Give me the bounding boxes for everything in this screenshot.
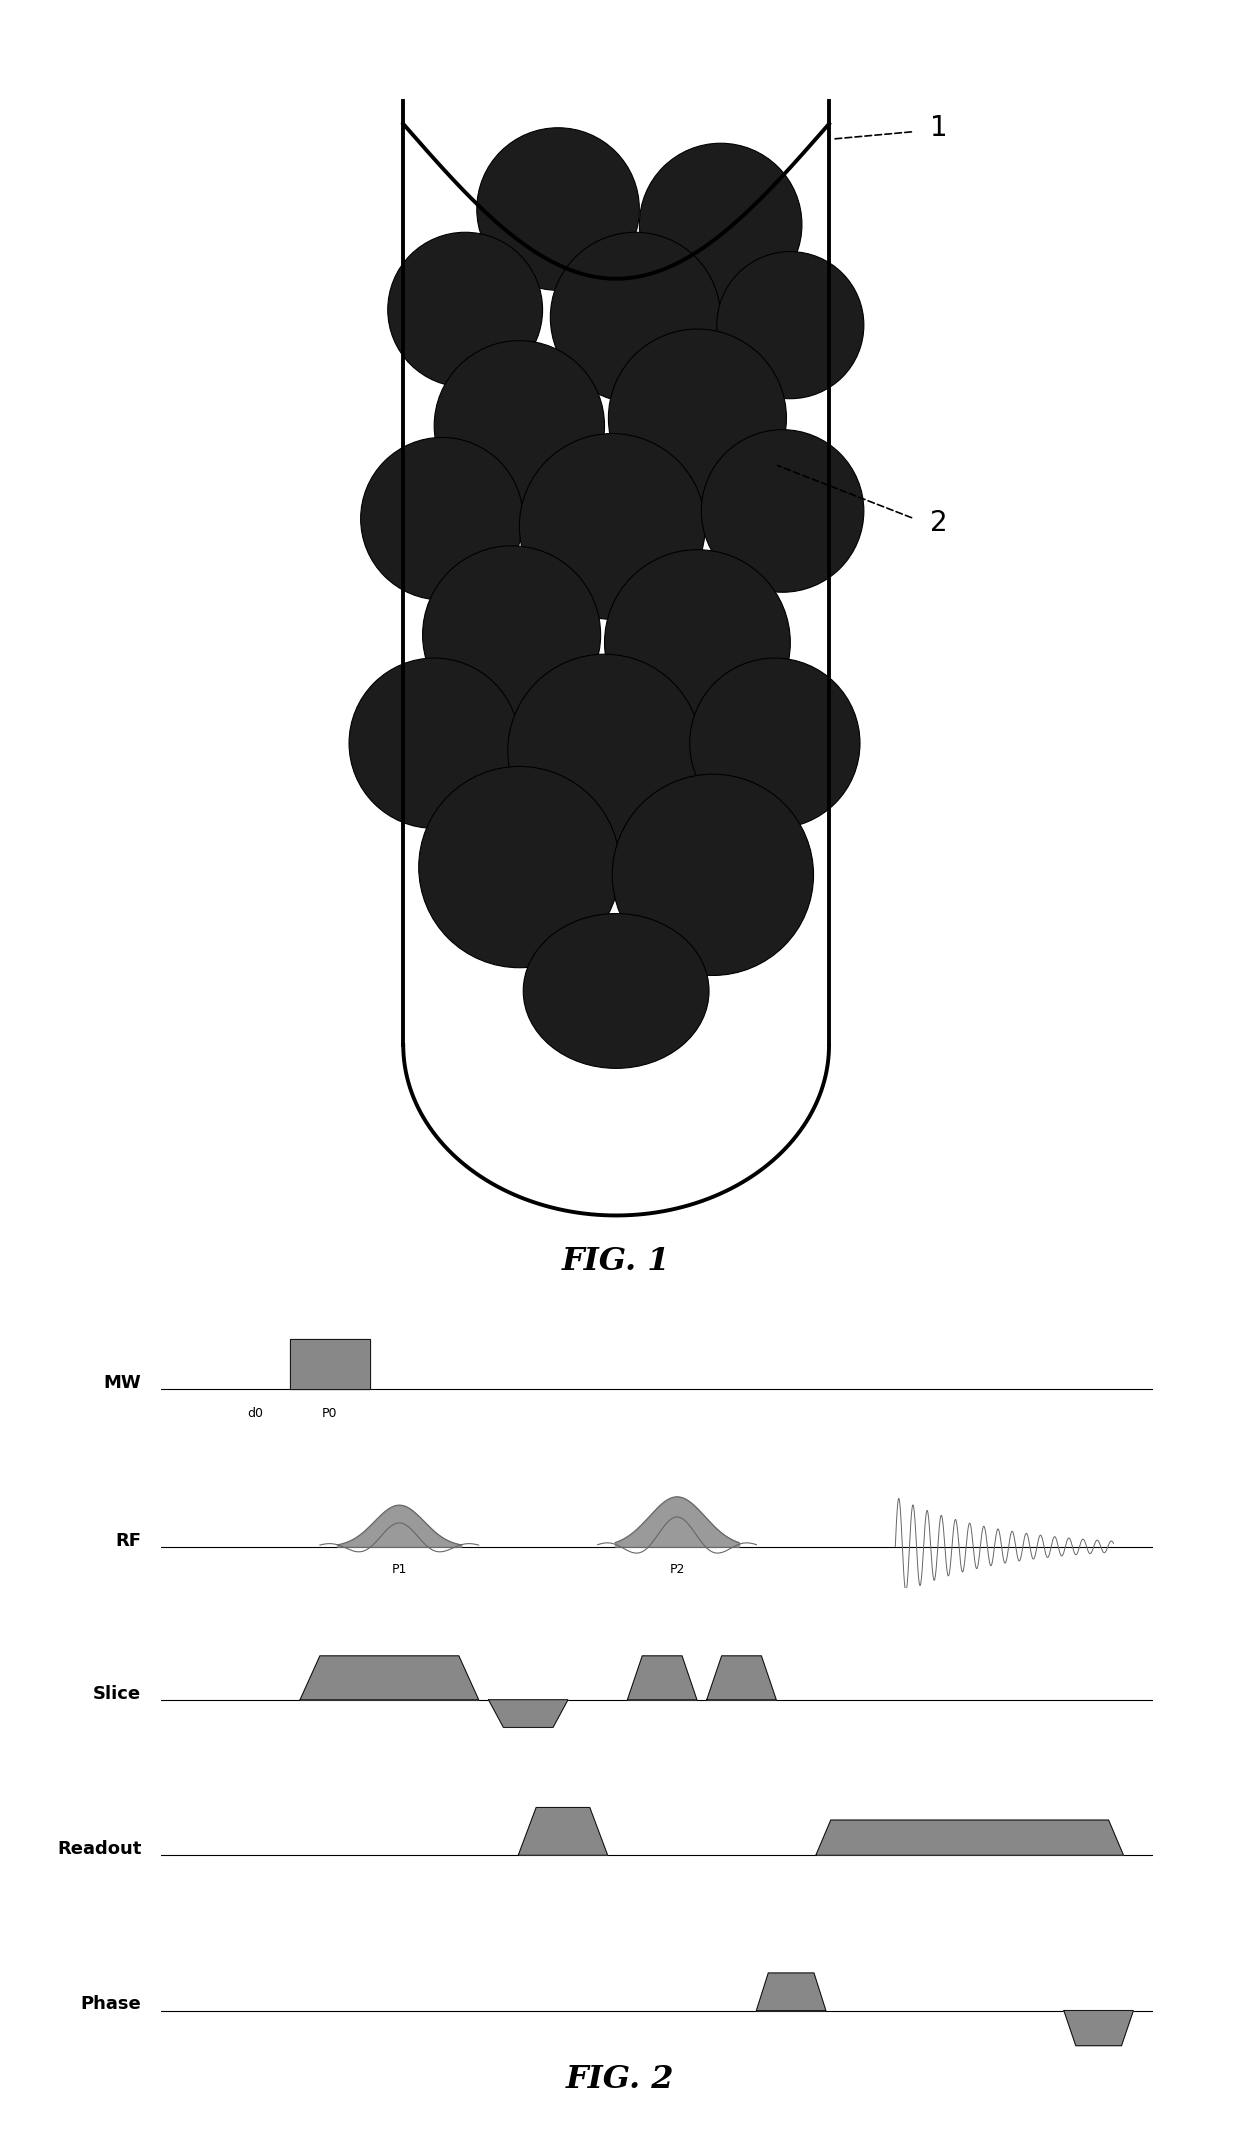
Polygon shape	[627, 1656, 697, 1699]
Ellipse shape	[476, 128, 640, 290]
Ellipse shape	[640, 143, 802, 307]
Text: 1: 1	[930, 113, 947, 143]
Text: MW: MW	[104, 1373, 141, 1392]
Ellipse shape	[523, 913, 709, 1069]
Polygon shape	[489, 1699, 568, 1727]
Ellipse shape	[689, 658, 861, 828]
Text: FIG. 2: FIG. 2	[565, 2063, 675, 2095]
Text: 2: 2	[930, 509, 947, 537]
Polygon shape	[290, 1339, 370, 1388]
Ellipse shape	[507, 654, 702, 847]
Text: Slice: Slice	[93, 1684, 141, 1703]
Ellipse shape	[423, 545, 600, 724]
Text: P0: P0	[322, 1407, 337, 1420]
Ellipse shape	[388, 232, 543, 387]
Ellipse shape	[434, 341, 605, 511]
Polygon shape	[816, 1820, 1123, 1854]
Ellipse shape	[361, 436, 523, 600]
Ellipse shape	[613, 775, 813, 975]
Text: RF: RF	[115, 1531, 141, 1550]
Ellipse shape	[520, 434, 706, 620]
Text: FIG. 1: FIG. 1	[562, 1245, 671, 1277]
Ellipse shape	[609, 330, 786, 507]
Polygon shape	[756, 1974, 826, 2010]
Text: P1: P1	[392, 1563, 407, 1575]
Ellipse shape	[605, 549, 790, 735]
Ellipse shape	[348, 658, 520, 828]
Polygon shape	[1064, 2010, 1133, 2046]
Polygon shape	[518, 1808, 608, 1854]
Polygon shape	[300, 1656, 479, 1699]
Ellipse shape	[702, 430, 864, 592]
Text: Readout: Readout	[57, 1839, 141, 1859]
Polygon shape	[707, 1656, 776, 1699]
Text: d0: d0	[248, 1407, 263, 1420]
Text: Phase: Phase	[81, 1995, 141, 2014]
Text: P2: P2	[670, 1563, 684, 1575]
Ellipse shape	[717, 251, 864, 398]
Ellipse shape	[551, 232, 720, 402]
Ellipse shape	[419, 766, 620, 969]
